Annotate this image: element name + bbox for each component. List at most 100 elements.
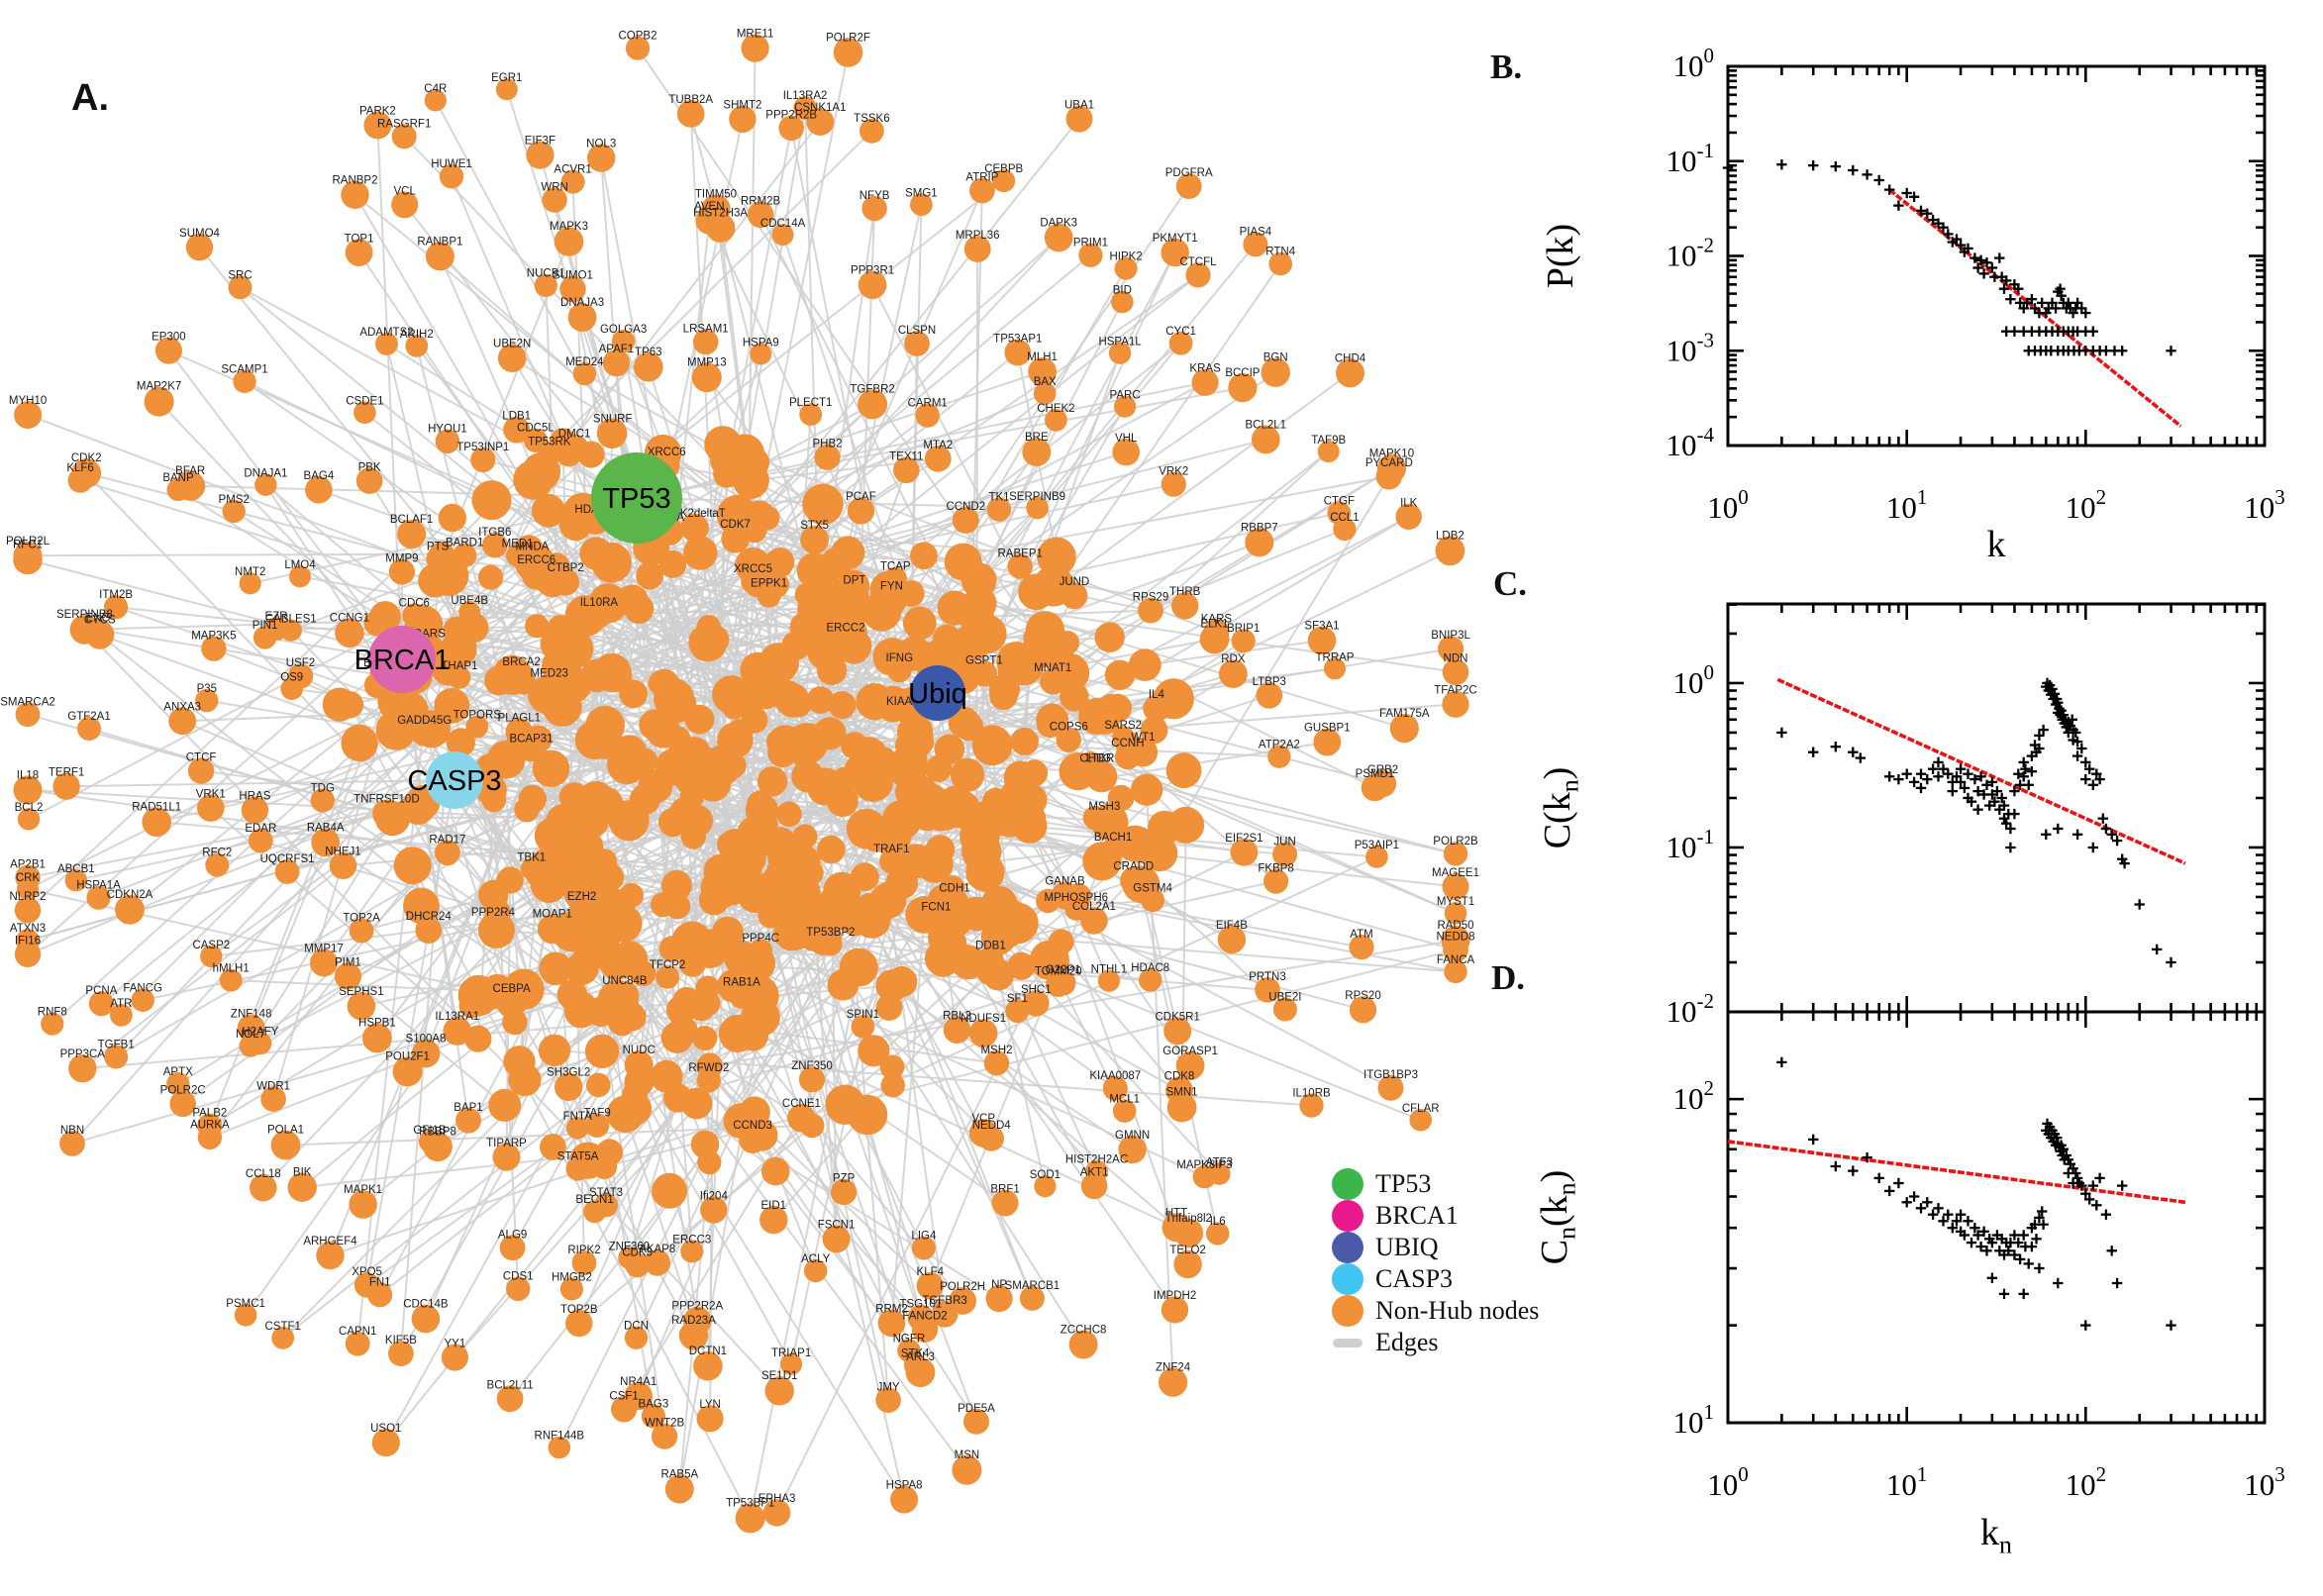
network-node <box>154 337 182 364</box>
network-node-label: NR4A1 <box>620 1376 656 1388</box>
hub-label-brca1: BRCA1 <box>354 645 451 676</box>
network-node <box>59 1131 85 1156</box>
network-node <box>482 532 508 558</box>
network-node <box>696 1405 724 1433</box>
network-node-label: CTCF <box>186 752 217 764</box>
network-node-label: CAPN1 <box>339 1326 376 1338</box>
network-node-label: IMPDH2 <box>1154 1290 1196 1302</box>
network-node <box>200 945 223 968</box>
network-node-label: KIF5B <box>385 1335 417 1347</box>
network-node-label: TGFBR2 <box>850 383 894 395</box>
network-node <box>537 914 567 945</box>
network-node <box>441 1344 468 1371</box>
network-node <box>969 177 995 204</box>
x-tick-label: 100 <box>1707 485 1749 525</box>
network-node-label: PDE5A <box>958 1403 995 1415</box>
network-node-label: SH3GL2 <box>547 1067 590 1079</box>
network-node <box>397 520 427 549</box>
network-node <box>496 988 527 1019</box>
network-node <box>985 1284 1013 1313</box>
network-node-label: IL18 <box>17 769 39 781</box>
network-node-label: POLR2L <box>6 536 50 548</box>
network-node-label: CRADD <box>1113 861 1154 873</box>
network-node <box>1141 888 1164 913</box>
network-node <box>542 187 567 213</box>
network-node <box>287 663 314 689</box>
network-node <box>1138 597 1163 624</box>
network-node <box>1045 408 1067 432</box>
network-node <box>372 799 401 829</box>
network-node-label: PARC <box>1110 390 1141 402</box>
network-node <box>363 111 392 140</box>
network-node <box>388 558 415 585</box>
network-node-label: TERF1 <box>49 767 84 779</box>
network-node-label: VCP <box>971 1113 995 1125</box>
network-node-label: DNAJA1 <box>244 468 287 480</box>
network-node <box>721 525 750 553</box>
network-node-label: RASGRF1 <box>377 118 431 130</box>
network-node-label: UNC84B <box>602 975 648 987</box>
network-node-label: BANP <box>162 472 194 484</box>
network-node <box>680 1240 704 1263</box>
network-node-label: BID <box>1113 285 1132 297</box>
network-node-label: H2AFY <box>242 1026 278 1038</box>
network-node <box>77 717 101 741</box>
network-node <box>316 1241 345 1270</box>
network-node <box>1263 868 1289 894</box>
network-node-label: BGN <box>1263 352 1288 364</box>
network-node <box>847 497 875 525</box>
network-node-label: HSPA9 <box>743 338 779 349</box>
network-node <box>1327 501 1352 526</box>
network-node-label: MYH10 <box>9 395 47 407</box>
network-node <box>1171 592 1199 620</box>
network-node-label: USO1 <box>370 1423 401 1435</box>
network-node-label: MAPK1 <box>344 1184 382 1196</box>
network-node <box>1231 629 1256 653</box>
network-node <box>1080 907 1108 935</box>
network-node-label: CDK2 <box>71 452 102 464</box>
network-node-label: SEPHS1 <box>339 986 383 998</box>
network-node <box>907 1304 935 1332</box>
network-node-label: DDB1 <box>975 941 1006 952</box>
network-node <box>1051 881 1079 910</box>
network-node-label: PBK <box>358 461 381 473</box>
network-node-label: BAX <box>1034 376 1057 388</box>
network-node-label: CCND3 <box>733 1120 772 1132</box>
network-node-label: BCL2 <box>15 802 44 814</box>
network-node-label: PSMC1 <box>226 1298 265 1310</box>
network-node <box>1267 745 1291 768</box>
tp53-hub-swatch-icon <box>1332 1168 1364 1200</box>
y-axis-title: P(k) <box>1540 224 1581 288</box>
network-node <box>602 349 631 377</box>
network-node-label: PARK2 <box>359 105 396 117</box>
network-node <box>1161 238 1189 267</box>
network-node <box>1023 990 1050 1017</box>
network-node <box>52 772 80 800</box>
network-node <box>465 715 489 739</box>
network-node <box>13 545 43 575</box>
network-node <box>696 1068 721 1093</box>
network-node-label: HYOU1 <box>428 424 467 436</box>
network-node <box>778 115 804 142</box>
network-node-label: BIK <box>293 1167 312 1179</box>
network-node-label: FANCG <box>123 983 162 995</box>
network-node-label: BRIP1 <box>1227 623 1260 635</box>
network-node-label: MMP13 <box>687 356 727 368</box>
network-node <box>411 1304 441 1334</box>
network-node <box>1068 1330 1098 1359</box>
network-node <box>1324 657 1346 680</box>
network-node <box>1442 872 1469 900</box>
network-node-label: G22P1 <box>1046 964 1081 976</box>
network-node <box>1272 997 1297 1022</box>
network-node-label: JMY <box>877 1381 900 1393</box>
network-node-label: MRPL36 <box>956 230 1000 242</box>
network-node-label: NDN <box>1444 653 1468 665</box>
network-node-label: TGFBR3 <box>922 1295 966 1307</box>
network-node <box>952 506 979 534</box>
legend-item-tp53: TP53 <box>1332 1168 1629 1200</box>
network-node <box>1365 846 1388 868</box>
network-node-label: ILK <box>1400 498 1418 510</box>
network-node <box>567 303 597 332</box>
network-node-label: LTBR <box>1086 753 1115 765</box>
network-node-label: CYCS <box>84 614 116 626</box>
